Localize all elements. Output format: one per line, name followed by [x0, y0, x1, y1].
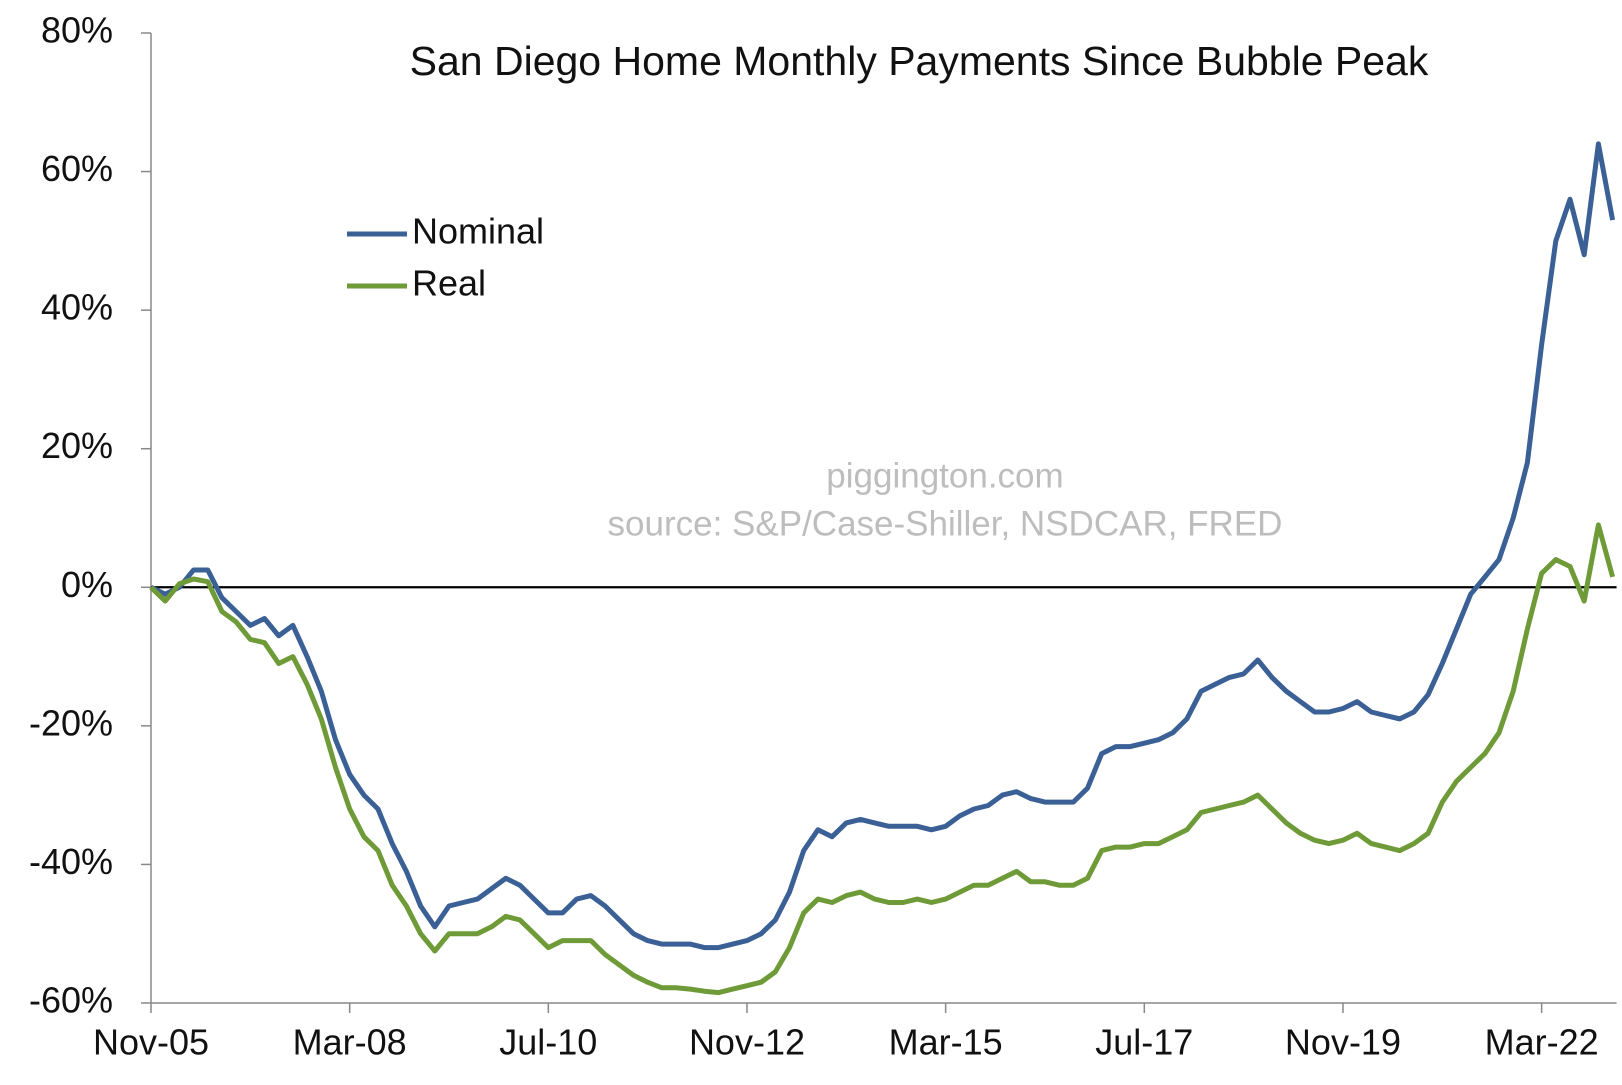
x-tick-label: Nov-12 — [689, 1022, 805, 1063]
y-tick-label: 20% — [41, 425, 113, 466]
y-tick-label: -20% — [29, 702, 113, 743]
legend-label: Real — [412, 263, 486, 304]
y-tick-label: 0% — [61, 564, 113, 605]
y-tick-label: -60% — [29, 980, 113, 1021]
watermark: piggington.com — [826, 456, 1063, 495]
x-tick-label: Nov-19 — [1285, 1022, 1401, 1063]
x-tick-label: Jul-17 — [1095, 1022, 1193, 1063]
x-tick-label: Mar-22 — [1485, 1022, 1599, 1063]
legend-label: Nominal — [412, 211, 544, 252]
x-tick-label: Nov-05 — [93, 1022, 209, 1063]
y-tick-label: 60% — [41, 148, 113, 189]
x-tick-label: Mar-08 — [293, 1022, 407, 1063]
y-tick-label: -40% — [29, 841, 113, 882]
source-note: source: S&P/Case-Shiller, NSDCAR, FRED — [608, 504, 1283, 543]
series-line — [149, 522, 1616, 996]
chart-title: San Diego Home Monthly Payments Since Bu… — [410, 38, 1429, 84]
x-tick-label: Mar-15 — [889, 1022, 1003, 1063]
y-tick-label: 80% — [41, 10, 113, 51]
y-tick-label: 40% — [41, 287, 113, 328]
series-line — [149, 141, 1616, 951]
x-tick-label: Jul-10 — [499, 1022, 597, 1063]
